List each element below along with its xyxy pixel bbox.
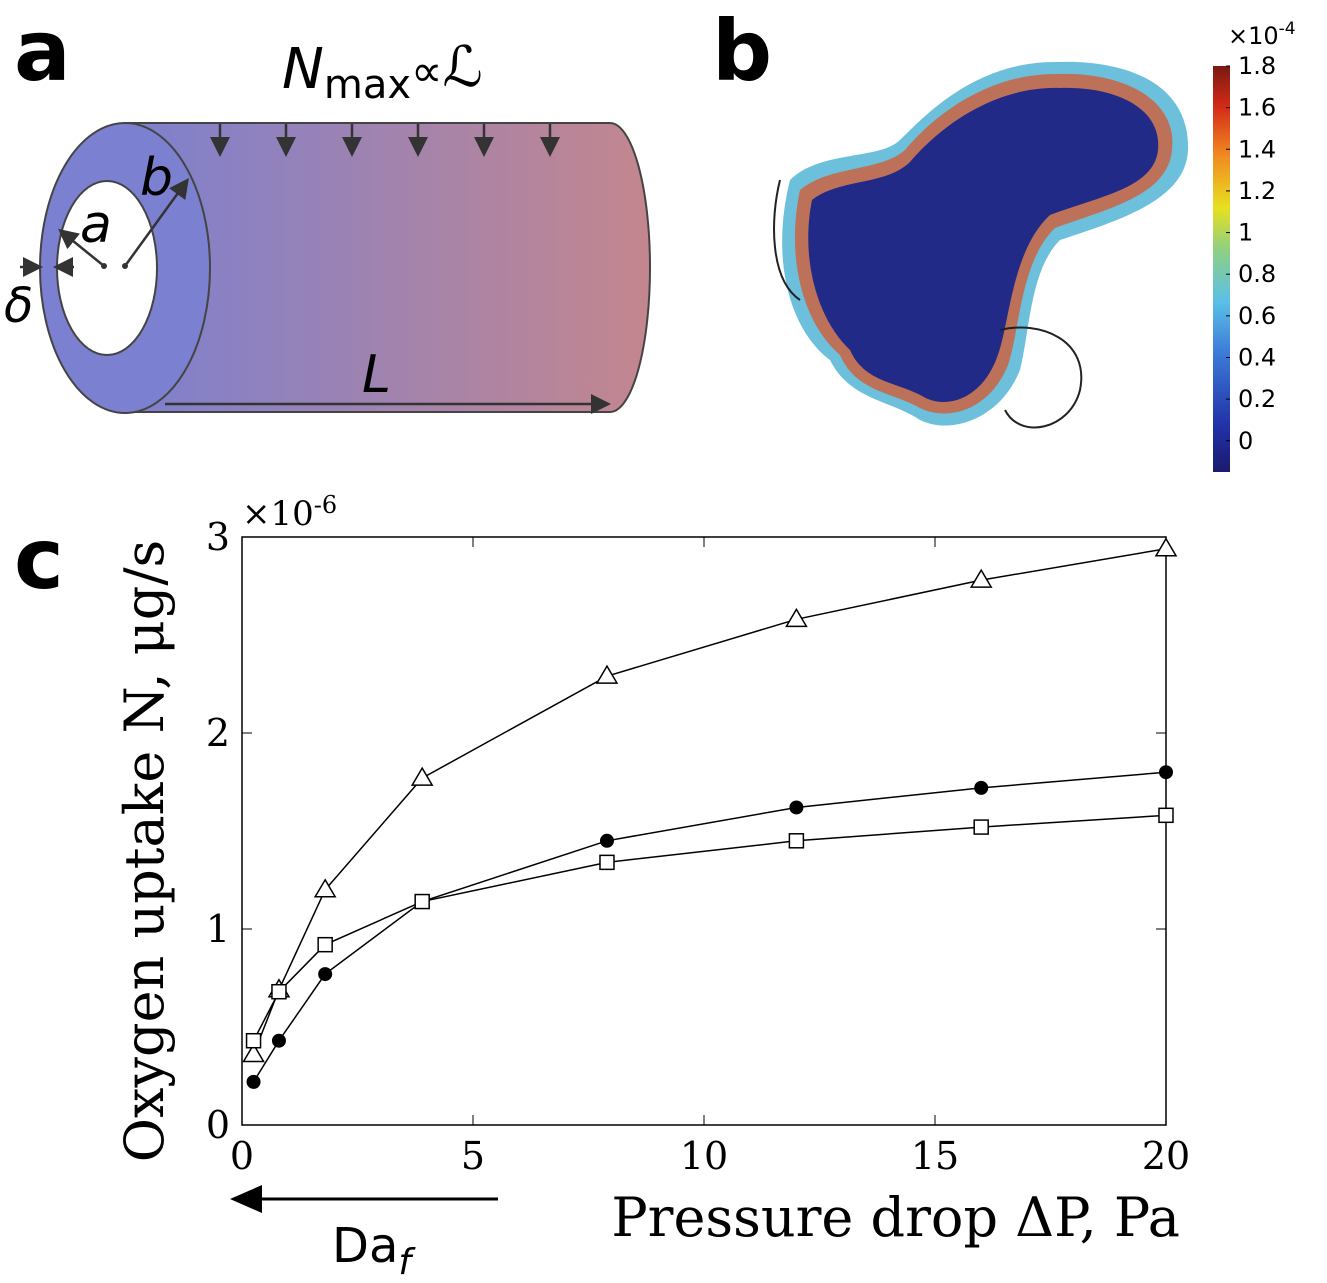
marker bbox=[1159, 765, 1173, 780]
plot-frame bbox=[241, 536, 1167, 1126]
length-symbol: ℒ bbox=[442, 35, 482, 100]
outer-radius: b bbox=[140, 148, 173, 208]
marker bbox=[1154, 537, 1178, 557]
colorbar-tick-label: 0 bbox=[1238, 427, 1253, 455]
marker bbox=[410, 766, 434, 786]
dimension-lines bbox=[20, 177, 611, 414]
series-line bbox=[252, 771, 1167, 1083]
length: L bbox=[362, 345, 391, 405]
x-tick-label: 15 bbox=[911, 1134, 959, 1178]
colorbar-ticks: 0 0.2 0.4 0.6 0.8 1 1.2 1.4 1.6 1.8 bbox=[1226, 52, 1276, 455]
colorbar-tick-label: 1.6 bbox=[1238, 94, 1276, 122]
marker bbox=[788, 833, 805, 849]
colorbar-multiplier: ×10-4 bbox=[1228, 19, 1296, 50]
marker bbox=[595, 664, 619, 684]
panel-b: b ×10-4 0 0.2 0.4 0.6 0.8 1 1.2 1.4 1.6 1.8 bbox=[712, 2, 1296, 472]
flux-arrows bbox=[210, 124, 560, 157]
marker bbox=[969, 568, 993, 588]
colorbar-tick-label: 1.8 bbox=[1238, 52, 1276, 80]
colorbar-multiplier: ×10 bbox=[1228, 22, 1279, 50]
marker bbox=[1158, 807, 1174, 824]
mesh-image bbox=[773, 61, 1189, 429]
y-tick-label: 0 bbox=[206, 1103, 230, 1147]
arrow-label-sub: f bbox=[398, 1242, 416, 1283]
marker bbox=[973, 819, 989, 835]
panel-label: a bbox=[14, 2, 71, 100]
series-line bbox=[252, 814, 1167, 1042]
y-multiplier: ×10-6 bbox=[242, 491, 337, 534]
marker bbox=[789, 800, 804, 815]
marker bbox=[271, 1033, 286, 1048]
direction-arrowhead bbox=[230, 1185, 262, 1213]
panel-a: a Nmax∝ℒ b a δ L bbox=[4, 2, 651, 414]
x-tick-label: 20 bbox=[1142, 1134, 1190, 1178]
marker bbox=[599, 854, 615, 871]
series-line bbox=[252, 548, 1167, 1055]
colorbar-tick-label: 0.4 bbox=[1238, 343, 1276, 371]
cylinder-body bbox=[124, 122, 651, 413]
arrow-label: Daf bbox=[332, 1218, 416, 1283]
colorbar-tick-label: 1 bbox=[1238, 219, 1253, 247]
y-tick-label: 3 bbox=[206, 515, 230, 559]
x-tick-label: 10 bbox=[680, 1134, 728, 1178]
marker bbox=[246, 1074, 261, 1089]
arrow-label: Da bbox=[332, 1218, 398, 1274]
marker bbox=[414, 893, 430, 910]
flux-symbol: N bbox=[282, 37, 324, 102]
colorbar-tick-label: 1.4 bbox=[1238, 135, 1276, 163]
marker bbox=[317, 936, 333, 953]
flux-subscript: max bbox=[324, 62, 411, 108]
flux-symbol: Nmax∝ℒ bbox=[282, 35, 483, 108]
marker bbox=[974, 780, 989, 795]
colorbar-tick-label: 0.2 bbox=[1238, 385, 1276, 413]
marker bbox=[271, 983, 287, 1000]
panel-c: c Daf 0 5 10 15 20 0 1 2 3 ×10-6 Pressure drop ΔP,… bbox=[14, 491, 1190, 1283]
y-tick-label: 2 bbox=[206, 711, 230, 755]
marker bbox=[318, 967, 333, 982]
colorbar-exponent: -4 bbox=[1279, 19, 1296, 39]
y-multiplier-exp: -6 bbox=[314, 491, 337, 519]
panel-label: b bbox=[712, 2, 772, 100]
colorbar-tick-label: 0.8 bbox=[1238, 260, 1276, 288]
colorbar-tick-label: 0.6 bbox=[1238, 302, 1276, 330]
colorbar-tick-label: 1.2 bbox=[1238, 177, 1276, 205]
marker bbox=[242, 1042, 265, 1063]
panel-label: c bbox=[14, 510, 64, 608]
x-tick-label: 5 bbox=[461, 1134, 485, 1178]
x-tick-label: 0 bbox=[230, 1134, 254, 1178]
marker bbox=[245, 1032, 262, 1049]
marker bbox=[785, 607, 808, 628]
colorbar bbox=[1213, 66, 1230, 472]
proportional: ∝ bbox=[411, 46, 442, 97]
y-tick-label: 1 bbox=[206, 907, 230, 951]
y-axis-label: Oxygen uptake N, μg/s bbox=[113, 540, 176, 1162]
inner-radius: a bbox=[80, 195, 112, 255]
marker bbox=[313, 878, 337, 898]
marker bbox=[599, 833, 614, 848]
x-axis-label: Pressure drop ΔP, Pa bbox=[611, 1186, 1180, 1249]
thickness: δ bbox=[4, 278, 33, 334]
y-multiplier: ×10 bbox=[242, 494, 314, 534]
